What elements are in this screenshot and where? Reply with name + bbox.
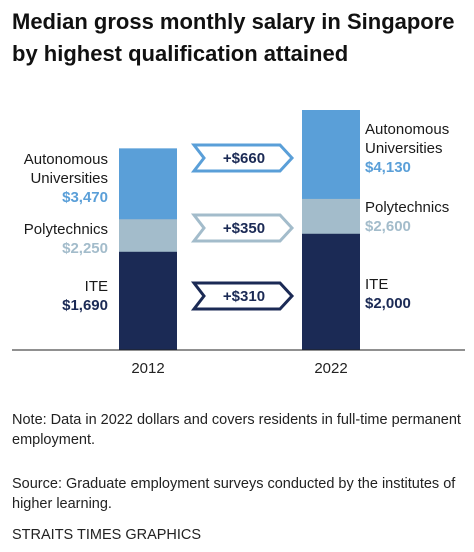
annotation: +$310 <box>223 288 265 305</box>
series-label: Autonomous Universities $4,130 <box>365 120 474 177</box>
series-name: Polytechnics <box>23 221 108 238</box>
value-label: $2,000 <box>365 295 411 312</box>
annotation: +$350 <box>223 220 265 237</box>
value-label: $2,250 <box>62 240 108 257</box>
source: Source: Graduate employment surveys cond… <box>12 476 456 512</box>
bar <box>119 251 177 350</box>
series-name: ITE <box>84 278 108 295</box>
change-arrow <box>190 213 295 243</box>
value-label: $3,470 <box>62 189 108 206</box>
value-label: $1,690 <box>62 297 108 314</box>
bar <box>302 233 360 350</box>
series-label: Polytechnics $2,600 <box>365 198 474 236</box>
series-name: ITE <box>365 276 389 293</box>
series-label: Polytechnics $2,250 <box>0 220 108 258</box>
series-label: Autonomous Universities $3,470 <box>0 150 108 207</box>
annotation: +$660 <box>223 150 265 167</box>
change-arrow <box>190 143 295 173</box>
series-name: Autonomous Universities <box>365 121 450 157</box>
note: Note: Data in 2022 dollars and covers re… <box>12 412 461 448</box>
credit: STRAITS TIMES GRAPHICS <box>12 527 202 543</box>
value-label: $4,130 <box>365 159 411 176</box>
series-name: Autonomous Universities <box>23 151 108 187</box>
value-label: $2,600 <box>365 218 411 235</box>
change-arrow <box>190 281 295 311</box>
series-name: Polytechnics <box>365 199 450 216</box>
x-tick-label: 2022 <box>314 360 347 377</box>
series-label: ITE $1,690 <box>0 277 108 315</box>
series-label: ITE $2,000 <box>365 275 474 313</box>
x-tick-label: 2012 <box>131 360 164 377</box>
chart-title: Median gross monthly salary in Singapore… <box>12 9 455 66</box>
